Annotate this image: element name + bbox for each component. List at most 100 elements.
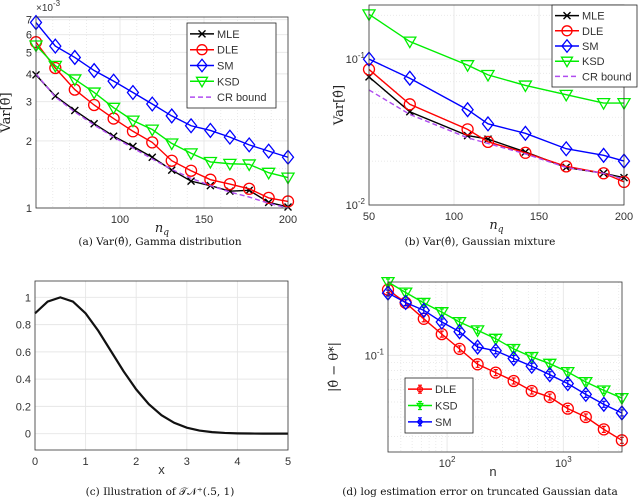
error-bar bbox=[511, 354, 516, 363]
legend-item: MLE bbox=[190, 29, 240, 41]
error-bar bbox=[565, 380, 570, 388]
triangle-marker bbox=[518, 80, 533, 93]
legend-item: KSD bbox=[408, 401, 458, 413]
legend-label: MLE bbox=[217, 29, 240, 41]
triangle-marker bbox=[164, 138, 179, 151]
x-tick-label: 4 bbox=[234, 456, 240, 468]
legend-label: SM bbox=[435, 417, 452, 429]
triangle-marker bbox=[524, 351, 539, 365]
error-bar bbox=[403, 298, 408, 307]
x-marker bbox=[128, 142, 137, 151]
triangle-marker bbox=[560, 56, 574, 68]
y-tick-label: 10-1 bbox=[365, 347, 385, 362]
plot-area bbox=[35, 281, 288, 450]
diamond-marker bbox=[435, 314, 449, 330]
x-tick-label: 103 bbox=[555, 455, 572, 470]
circle-marker bbox=[481, 135, 495, 148]
triangle-marker bbox=[416, 402, 424, 410]
diamond-marker bbox=[461, 101, 474, 118]
y-tick-label: 7 bbox=[26, 15, 32, 27]
diamond-marker bbox=[145, 96, 159, 112]
triangle-marker bbox=[596, 97, 611, 111]
axes-box bbox=[368, 4, 625, 206]
legend-item: SM bbox=[190, 58, 234, 73]
circle-marker bbox=[579, 410, 592, 424]
diamond-marker bbox=[107, 73, 120, 90]
legend-item: SM bbox=[408, 417, 452, 429]
diamond-marker bbox=[48, 38, 62, 55]
y-tick-label: 1 bbox=[25, 292, 31, 304]
x-tick-label: 0 bbox=[32, 456, 38, 468]
triangle-marker bbox=[380, 276, 396, 290]
diamond-marker bbox=[543, 366, 557, 383]
error-bar bbox=[511, 377, 516, 385]
x-marker bbox=[563, 11, 571, 20]
triangle-marker bbox=[145, 124, 160, 137]
y-tick-label: 3 bbox=[26, 97, 32, 109]
error-bar bbox=[439, 318, 444, 326]
circle-marker bbox=[543, 390, 556, 404]
diamond-marker bbox=[507, 350, 521, 367]
chart-a: 100 150 200 1 2 3 4 5 6 7 nq Var[θ̂] ×10-3 MLE DLE SM KS… bbox=[0, 0, 297, 238]
diamond-marker bbox=[561, 38, 573, 54]
diamond-marker bbox=[561, 375, 575, 392]
diamond-marker bbox=[597, 396, 611, 413]
triangle-marker bbox=[470, 325, 485, 338]
series-line bbox=[387, 289, 623, 441]
triangle-marker bbox=[488, 333, 503, 347]
circle-marker bbox=[403, 98, 416, 111]
error-bar bbox=[583, 390, 588, 398]
x-axis-label: x bbox=[158, 462, 165, 477]
legend-item: DLE bbox=[190, 44, 238, 57]
triangle-marker bbox=[86, 87, 102, 100]
x-axis-label: nq bbox=[155, 221, 169, 238]
triangle-marker bbox=[480, 69, 496, 83]
circle-marker bbox=[461, 123, 474, 136]
legend-label: SM bbox=[217, 61, 234, 73]
axes-box bbox=[34, 280, 289, 451]
caption-a: (a) Var(θ̂), Gamma distribution bbox=[78, 236, 242, 248]
triangle-marker bbox=[596, 385, 612, 398]
circle-marker bbox=[223, 177, 237, 191]
circle-marker bbox=[68, 83, 81, 96]
y-tick-label: 0 bbox=[25, 429, 31, 441]
x-tick-label: 50 bbox=[363, 211, 375, 223]
circle-marker bbox=[49, 61, 62, 75]
circle-marker bbox=[453, 342, 466, 356]
diamond-marker bbox=[416, 417, 424, 426]
diamond-marker bbox=[525, 358, 539, 375]
triangle-marker bbox=[416, 297, 431, 311]
caption-b: (b) Var(θ̂), Gaussian mixture bbox=[404, 236, 556, 248]
series-ksd bbox=[28, 40, 296, 185]
legend-item: MLE bbox=[555, 11, 605, 23]
legend-label: DLE bbox=[435, 384, 456, 396]
legend-label: KSD bbox=[582, 56, 605, 68]
error-bar bbox=[565, 405, 570, 413]
y-tick-label: 0.6 bbox=[16, 347, 31, 359]
error-bar bbox=[547, 393, 552, 401]
legend-label: DLE bbox=[582, 26, 603, 38]
x-tick-label: 150 bbox=[530, 211, 548, 223]
x-tick-label: 100 bbox=[111, 214, 129, 226]
error-bar bbox=[529, 387, 534, 395]
diamond-marker bbox=[184, 117, 198, 134]
series-line bbox=[34, 296, 289, 435]
y-tick-label: 10-1 bbox=[346, 51, 366, 66]
circle-marker bbox=[146, 136, 159, 149]
legend: MLE DLE SM KSD CR bound bbox=[551, 4, 638, 88]
error-bar bbox=[529, 362, 534, 370]
legend-label: KSD bbox=[435, 401, 458, 413]
circle-marker bbox=[196, 44, 208, 56]
legend-label: MLE bbox=[582, 11, 605, 23]
triangle-marker bbox=[560, 367, 575, 380]
legend-label: KSD bbox=[217, 76, 240, 88]
error-bar bbox=[493, 347, 498, 355]
x-tick-label: 2 bbox=[133, 456, 139, 468]
legend-label: CR bound bbox=[582, 71, 632, 83]
diamond-marker bbox=[68, 49, 82, 66]
triangle-marker bbox=[460, 60, 475, 73]
triangle-marker bbox=[106, 102, 121, 116]
legend-item: SM bbox=[555, 38, 599, 54]
